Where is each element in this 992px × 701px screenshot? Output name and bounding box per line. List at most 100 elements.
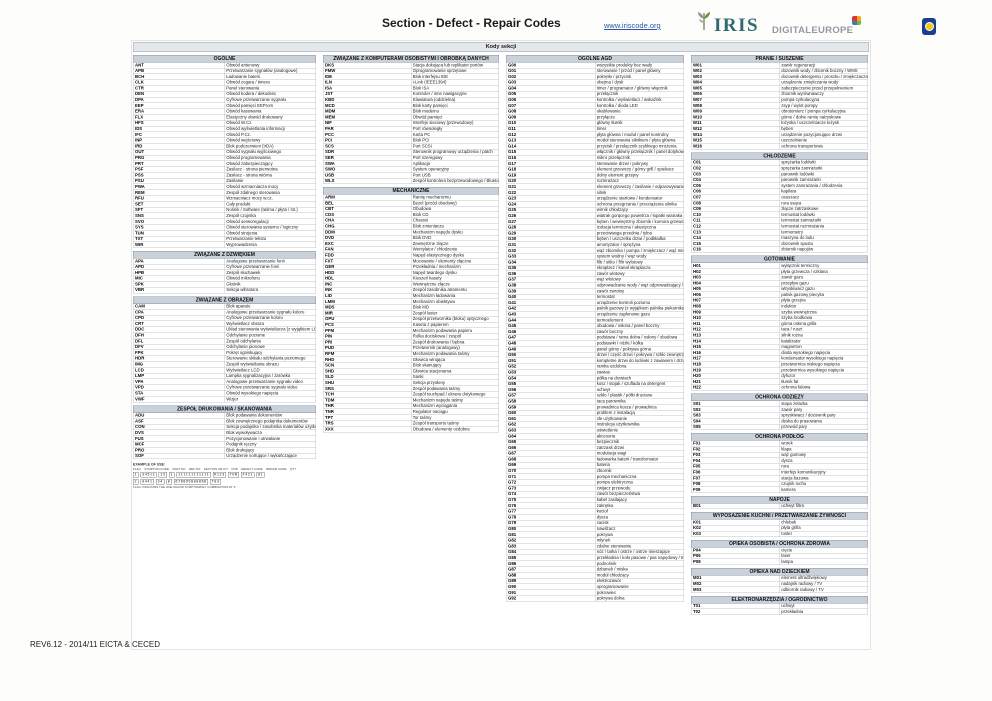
description-cell: modulacja wagi [594,450,684,457]
description-cell: obejma / dysk [594,79,684,86]
table-row: W04 urządzenie zmiękczania wody [691,79,868,86]
table-row: TNR Regulator naciągu [323,408,499,416]
table-row: S04 deska do prasowania [691,418,868,425]
description-cell: taca / ruszt [779,326,868,333]
code-cell: G75 [506,496,596,504]
table-title: ZWIĄZANE Z OBRAZEM [133,296,316,304]
code-cell: G47 [506,334,596,341]
description-cell: szyba wewnętrzna [779,309,868,316]
description-cell: Obwód wysokiego napięcia [224,390,316,397]
description-cell: Mechanizm napędu taśmy [410,397,499,404]
description-cell: Mechanizm podawania taśmy [410,350,499,358]
description-cell: Napęd twardego dysku [410,269,499,276]
code-cell: G67 [506,450,596,457]
table-row: G05 przełącznik [506,90,684,98]
table-row: G70 zbiornik [506,467,684,475]
code-cell: G49 [506,346,596,353]
description-cell: Blok aparatu [224,303,316,310]
table-row: W02 dozownik wody / zbiornik boczny / WMS [691,67,868,75]
table-row: F02 klapa [691,446,868,453]
table-row: G68 ładowarka baterii / transformator [506,456,684,463]
code-cell: G43 [506,311,596,318]
description-cell: Sterowanie układu odchylania poziomego [224,355,316,362]
code-cell: G09 [506,114,596,121]
code-cell: G08 [506,108,596,115]
description-cell: Rolka dociskowa / zespół [410,333,499,340]
table-row: H16 dioda wysokiego napięcia [691,349,868,356]
example-code-group: 678899000068 [173,479,209,485]
table-title: CHŁODZENIE [691,152,868,160]
description-cell: Stacja dokująca lub replikator portów [410,62,499,69]
description-cell: przetwornica wysokiego napięcia [779,367,868,374]
description-cell: ochrona transportowa [779,143,868,150]
iriscode-link[interactable]: www.iriscode.org [604,21,661,30]
description-cell: uchwyt filtra [779,502,868,510]
table-row: RFM Mechanizm podawania taśmy [323,350,499,358]
description-cell: zbiornik napojów [779,246,868,253]
table-row: APB Przetwarzanie sygnałów (analogowe) [133,67,316,75]
table-row: M03 odbiornik radiowy / TV [691,586,868,593]
description-cell: Zespół podawania taśmy [410,385,499,392]
description-cell: Cyfrowe przetwarzanie sygnału video [224,384,316,391]
description-cell: sterowanie / przód / panel główny [594,67,684,75]
table-row: HDR Sterowanie układu odchylania poziomeg… [133,355,316,362]
code-cell: G00 [506,62,596,69]
table-row: G34 filtr / sitko / filtr wylotowy [506,259,684,266]
description-cell: zwijacz przewodu [594,485,684,492]
description-cell: toster [779,530,868,538]
table-row: ISA Blok ISA [323,85,499,92]
description-cell: spryskiwacz / dozownik pary [779,412,868,419]
code-cell: B01 [691,502,780,510]
code-cell: G76 [506,502,596,509]
code-cell: G62 [506,421,596,428]
table-row: CON Sekcja podajnika / zasobnika materiał… [133,423,316,431]
site-badge-icon [922,18,936,35]
code-cell: SOF [133,452,225,460]
description-cell: zawias [594,369,684,376]
table-row: G75 kabel zasilający [506,496,684,504]
description-cell: skraplacz / kanał skraplacza [594,264,684,272]
table-row: VPA Analogowe przetwarzanie sygnału video [133,378,316,385]
table-row: H15 magnetron [691,343,868,351]
table-row: G35 skraplacz / kanał skraplacza [506,264,684,272]
description-cell: Kontroler / inne nawigacyjne [410,90,499,98]
table-row: DKS Stacja dokująca lub replikator portów [323,62,499,69]
description-cell: Przekładnia / mechanizm [410,263,499,271]
table-title: ZWIĄZANE Z KOMPUTERAMI OSOBISTYMI I OBRÓ… [323,55,499,63]
description-cell: płyta grzejna [779,297,868,304]
description-cell: Analogowe przetwarzanie fonii [224,258,316,265]
table-row: DPA Cyfrowe przetwarzanie sygnału [133,96,316,104]
description-cell: filtr / sitko / filtr wylotowy [594,259,684,266]
table-row: G41 urządzenie kontroli poziomu [506,299,684,306]
table-row: W05 zabezpieczenie przed przepełnieniem [691,85,868,92]
description-cell: Obwód antenowy [224,62,316,69]
description-cell: Cyfrowe przetwarzanie fonii [224,263,316,271]
description-cell: Blok skanujący [410,362,499,369]
description-cell: dioda wysokiego napięcia [779,349,868,356]
table-row: G66 zatrzask drzwi [506,444,684,451]
description-cell: system wodny / wąż wody [594,253,684,260]
table-row: W16 ochrona transportowa [691,143,868,150]
code-cell: W16 [691,143,780,150]
description-cell: zakrętka [594,502,684,509]
description-cell: Zespół zasobnika atramentu [410,286,499,294]
table-row: CAM Blok aparatu [133,303,316,310]
table-row: G57 szkło / plastik / półki druciane [506,392,684,399]
description-cell: zawór wlotowy [594,270,684,277]
iris-flower-icon [696,11,712,36]
table-row: DFL Zespół odchylania [133,338,316,345]
code-table-opieka-osobista: OPIEKA OSOBISTA / OCHRONA ZDROWIA P04 cięc… [691,540,868,565]
table-row: PIN Rolka dociskowa / zespół [323,333,499,340]
table-title: OGÓLNE [133,55,316,63]
description-cell: odbiornik radiowy / TV [779,586,868,593]
code-cell: G92 [506,595,596,602]
example-footnote: FLAG: INDICATES THE ONE MAJOR SYMPTOM/KE… [133,486,237,490]
description-cell: ochrona falowa [779,384,868,391]
example-code-group: 0 [166,479,172,485]
table-row: VBR Sekcja wibratora [133,286,316,294]
description-cell: Zespół touchpad / ekranu dotykowego [410,391,499,398]
description-cell: Panel sterowania [224,85,316,92]
table-row: G04 timer / programator / główny włącznik [506,85,684,92]
description-cell: panel górny / pokrywa górna [594,346,684,353]
